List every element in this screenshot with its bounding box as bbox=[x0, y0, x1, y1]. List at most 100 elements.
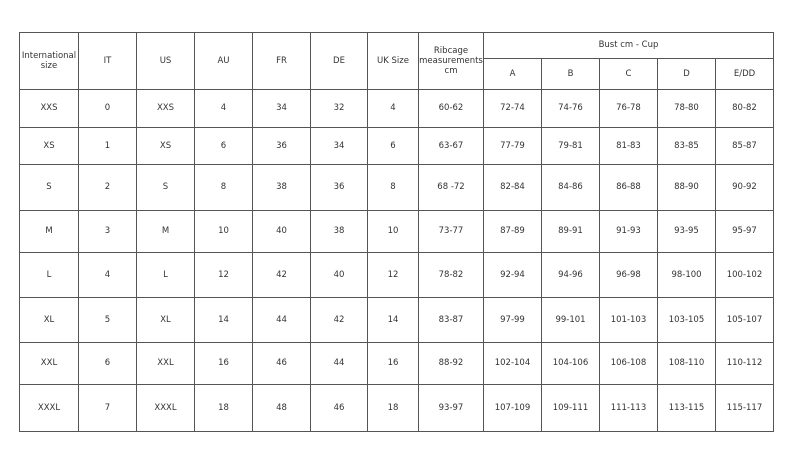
table-cell: 16 bbox=[367, 342, 419, 385]
cup-header: A bbox=[483, 58, 542, 90]
table-cell: 38 bbox=[310, 210, 368, 253]
table-cell: 4 bbox=[78, 252, 137, 298]
table-cell: 32 bbox=[310, 89, 368, 128]
table-cell: 80-82 bbox=[715, 89, 774, 128]
table-cell: 3 bbox=[78, 210, 137, 253]
table-cell: 93-97 bbox=[418, 384, 484, 432]
column-header: IT bbox=[78, 32, 137, 90]
table-cell: M bbox=[19, 210, 79, 253]
table-cell: 83-85 bbox=[657, 127, 716, 165]
table-cell: S bbox=[19, 164, 79, 211]
table-cell: 98-100 bbox=[657, 252, 716, 298]
table-cell: 94-96 bbox=[541, 252, 600, 298]
table-cell: 6 bbox=[78, 342, 137, 385]
table-cell: XS bbox=[136, 127, 195, 165]
table-cell: XS bbox=[19, 127, 79, 165]
table-cell: 101-103 bbox=[599, 297, 658, 343]
table-cell: XXXL bbox=[19, 384, 79, 432]
table-row: XXS 0 XXS 4 34 32 4 60-62 72-74 74-76 76-78 78-80 80… bbox=[19, 89, 774, 128]
table-cell: 34 bbox=[252, 89, 311, 128]
table-cell: 7 bbox=[78, 384, 137, 432]
table-cell: L bbox=[136, 252, 195, 298]
table-cell: 110-112 bbox=[715, 342, 774, 385]
table-cell: 2 bbox=[78, 164, 137, 211]
table-cell: 12 bbox=[367, 252, 419, 298]
cup-header: E/DD bbox=[715, 58, 774, 90]
table-cell: XXXL bbox=[136, 384, 195, 432]
table-cell: 46 bbox=[252, 342, 311, 385]
cup-header: C bbox=[599, 58, 658, 90]
table-cell: 16 bbox=[194, 342, 253, 385]
table-cell: 96-98 bbox=[599, 252, 658, 298]
table-cell: 82-84 bbox=[483, 164, 542, 211]
table-cell: 104-106 bbox=[541, 342, 600, 385]
table-cell: 109-111 bbox=[541, 384, 600, 432]
table-cell: 14 bbox=[367, 297, 419, 343]
table-cell: XXL bbox=[19, 342, 79, 385]
table-cell: 42 bbox=[310, 297, 368, 343]
table-row: S 2 S 8 38 36 8 68 -72 82-84 84-86 86-88 88-90 90-92 bbox=[19, 164, 774, 211]
table-row: L 4 L 12 42 40 12 78-82 92-94 94-96 96-98 98-100 100… bbox=[19, 252, 774, 298]
table-cell: 12 bbox=[194, 252, 253, 298]
cup-header: D bbox=[657, 58, 716, 90]
table-cell: 34 bbox=[310, 127, 368, 165]
table-cell: 113-115 bbox=[657, 384, 716, 432]
table-cell: 72-74 bbox=[483, 89, 542, 128]
table-cell: 4 bbox=[367, 89, 419, 128]
table-cell: 1 bbox=[78, 127, 137, 165]
table-cell: 4 bbox=[194, 89, 253, 128]
table-cell: 111-113 bbox=[599, 384, 658, 432]
table-cell: 90-92 bbox=[715, 164, 774, 211]
table-cell: 10 bbox=[367, 210, 419, 253]
table-row: M 3 M 10 40 38 10 73-77 87-89 89-91 91-93 93-95 95-9… bbox=[19, 210, 774, 253]
table-cell: 81-83 bbox=[599, 127, 658, 165]
table-cell: 77-79 bbox=[483, 127, 542, 165]
table-cell: 84-86 bbox=[541, 164, 600, 211]
size-chart-table: International size IT US AU FR DE UK Size Ribca… bbox=[19, 32, 774, 432]
table-cell: 106-108 bbox=[599, 342, 658, 385]
table-cell: 74-76 bbox=[541, 89, 600, 128]
table-cell: 6 bbox=[194, 127, 253, 165]
table-cell: 46 bbox=[310, 384, 368, 432]
table-cell: 83-87 bbox=[418, 297, 484, 343]
table-cell: 87-89 bbox=[483, 210, 542, 253]
column-header: FR bbox=[252, 32, 311, 90]
table-cell: 18 bbox=[194, 384, 253, 432]
table-cell: XXS bbox=[136, 89, 195, 128]
table-cell: 38 bbox=[252, 164, 311, 211]
table-cell: L bbox=[19, 252, 79, 298]
table-cell: 36 bbox=[252, 127, 311, 165]
table-cell: 93-95 bbox=[657, 210, 716, 253]
table-cell: 95-97 bbox=[715, 210, 774, 253]
table-cell: XXS bbox=[19, 89, 79, 128]
column-header: UK Size bbox=[367, 32, 419, 90]
bust-cup-group-header: Bust cm - Cup bbox=[483, 32, 774, 59]
table-cell: 100-102 bbox=[715, 252, 774, 298]
table-row: XXL 6 XXL 16 46 44 16 88-92 102-104 104-106 106-10… bbox=[19, 342, 774, 385]
table-cell: 78-80 bbox=[657, 89, 716, 128]
table-cell: 36 bbox=[310, 164, 368, 211]
table-cell: 85-87 bbox=[715, 127, 774, 165]
column-header: US bbox=[136, 32, 195, 90]
table-cell: 0 bbox=[78, 89, 137, 128]
table-cell: 88-90 bbox=[657, 164, 716, 211]
table-cell: 92-94 bbox=[483, 252, 542, 298]
table-cell: 5 bbox=[78, 297, 137, 343]
table-cell: 115-117 bbox=[715, 384, 774, 432]
table-cell: 48 bbox=[252, 384, 311, 432]
table-cell: 99-101 bbox=[541, 297, 600, 343]
table-cell: 79-81 bbox=[541, 127, 600, 165]
table-cell: 102-104 bbox=[483, 342, 542, 385]
table-cell: XL bbox=[19, 297, 79, 343]
table-cell: 8 bbox=[194, 164, 253, 211]
table-cell: 63-67 bbox=[418, 127, 484, 165]
table-cell: 18 bbox=[367, 384, 419, 432]
table-cell: M bbox=[136, 210, 195, 253]
column-header: Ribcage measurements cm bbox=[418, 32, 484, 90]
table-cell: 107-109 bbox=[483, 384, 542, 432]
table-cell: 14 bbox=[194, 297, 253, 343]
table-cell: 10 bbox=[194, 210, 253, 253]
table-cell: 91-93 bbox=[599, 210, 658, 253]
table-cell: 8 bbox=[367, 164, 419, 211]
table-cell: S bbox=[136, 164, 195, 211]
